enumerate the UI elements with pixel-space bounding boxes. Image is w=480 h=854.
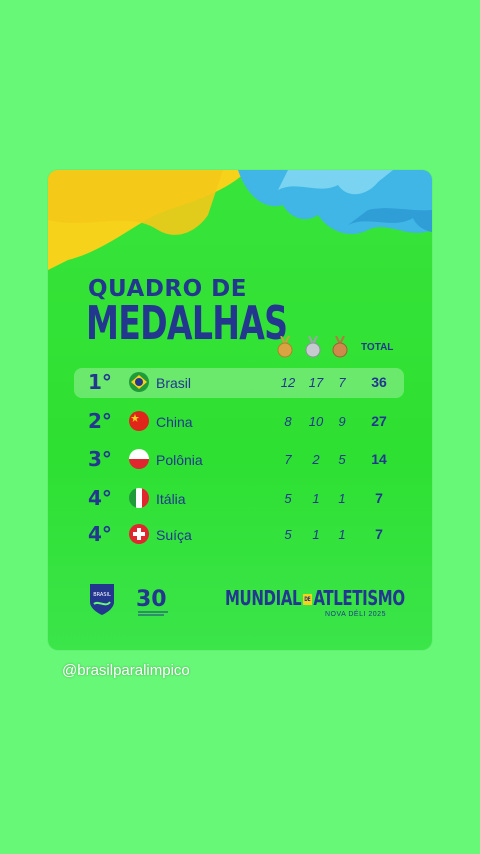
silver-count: 2	[312, 452, 320, 467]
gold-count: 8	[284, 414, 292, 429]
silver-count: 17	[308, 375, 324, 390]
event-part2: ATLETISMO	[313, 586, 405, 610]
poland-flag-icon	[129, 449, 149, 469]
silver-medal-icon	[305, 336, 321, 358]
total-count: 14	[371, 451, 387, 467]
total-count: 27	[371, 413, 387, 429]
country-name: Brasil	[156, 375, 192, 391]
medal-table-card: QUADRO DE MEDALHAS TOTAL 1° Brasil 12 17…	[48, 170, 432, 650]
brazil-flag-icon	[129, 372, 149, 392]
gold-count: 12	[280, 375, 296, 390]
bronze-count: 1	[338, 527, 346, 542]
table-row: 2° China 8 10 9 27	[74, 407, 404, 437]
gold-count: 5	[284, 527, 292, 542]
table-row: 1° Brasil 12 17 7 36	[74, 368, 404, 398]
switzerland-flag-icon	[129, 524, 149, 544]
table-row: 4° Suíça 5 1 1 7	[74, 520, 404, 550]
country-name: Suíça	[156, 527, 192, 543]
brasil-logo-text: BRASIL	[93, 592, 111, 598]
total-header: TOTAL	[361, 342, 394, 353]
rank: 1°	[88, 370, 112, 394]
bronze-count: 5	[338, 452, 346, 467]
brasil-shield-logo: BRASIL	[90, 584, 114, 615]
gold-count: 7	[284, 452, 292, 467]
total-count: 7	[375, 490, 383, 506]
country-name: Polônia	[156, 452, 203, 468]
gold-medal-icon	[277, 336, 293, 358]
country-name: Itália	[156, 491, 186, 507]
event-logo: MUNDIAL DE ATLETISMO	[225, 586, 405, 610]
title-line1: QUADRO DE	[88, 276, 247, 302]
decorative-waves	[48, 170, 432, 270]
event-subtitle: NOVA DÉLI 2025	[325, 611, 386, 618]
silver-count: 1	[312, 491, 320, 506]
silver-count: 1	[312, 527, 320, 542]
table-row: 3° Polônia 7 2 5 14	[74, 445, 404, 475]
italy-flag-icon	[129, 488, 149, 508]
rank: 4°	[88, 486, 112, 510]
event-part1: MUNDIAL	[225, 586, 302, 610]
bronze-medal-icon	[332, 336, 348, 358]
title-line2: MEDALHAS	[86, 296, 288, 350]
rank: 3°	[88, 447, 112, 471]
china-flag-icon	[129, 411, 149, 431]
bronze-count: 1	[338, 491, 346, 506]
rank: 4°	[88, 522, 112, 546]
bronze-count: 9	[338, 414, 346, 429]
total-count: 36	[371, 374, 387, 390]
gold-count: 5	[284, 491, 292, 506]
table-row: 4° Itália 5 1 1 7	[74, 484, 404, 514]
total-count: 7	[375, 526, 383, 542]
thirty-years-logo-text: 30	[136, 587, 167, 612]
account-handle[interactable]: @brasilparalimpico	[62, 662, 190, 679]
country-name: China	[156, 414, 193, 430]
event-de: DE	[302, 594, 312, 605]
thirty-years-logo: 30	[136, 587, 168, 616]
bronze-count: 7	[338, 375, 346, 390]
rank: 2°	[88, 409, 112, 433]
silver-count: 10	[308, 414, 324, 429]
